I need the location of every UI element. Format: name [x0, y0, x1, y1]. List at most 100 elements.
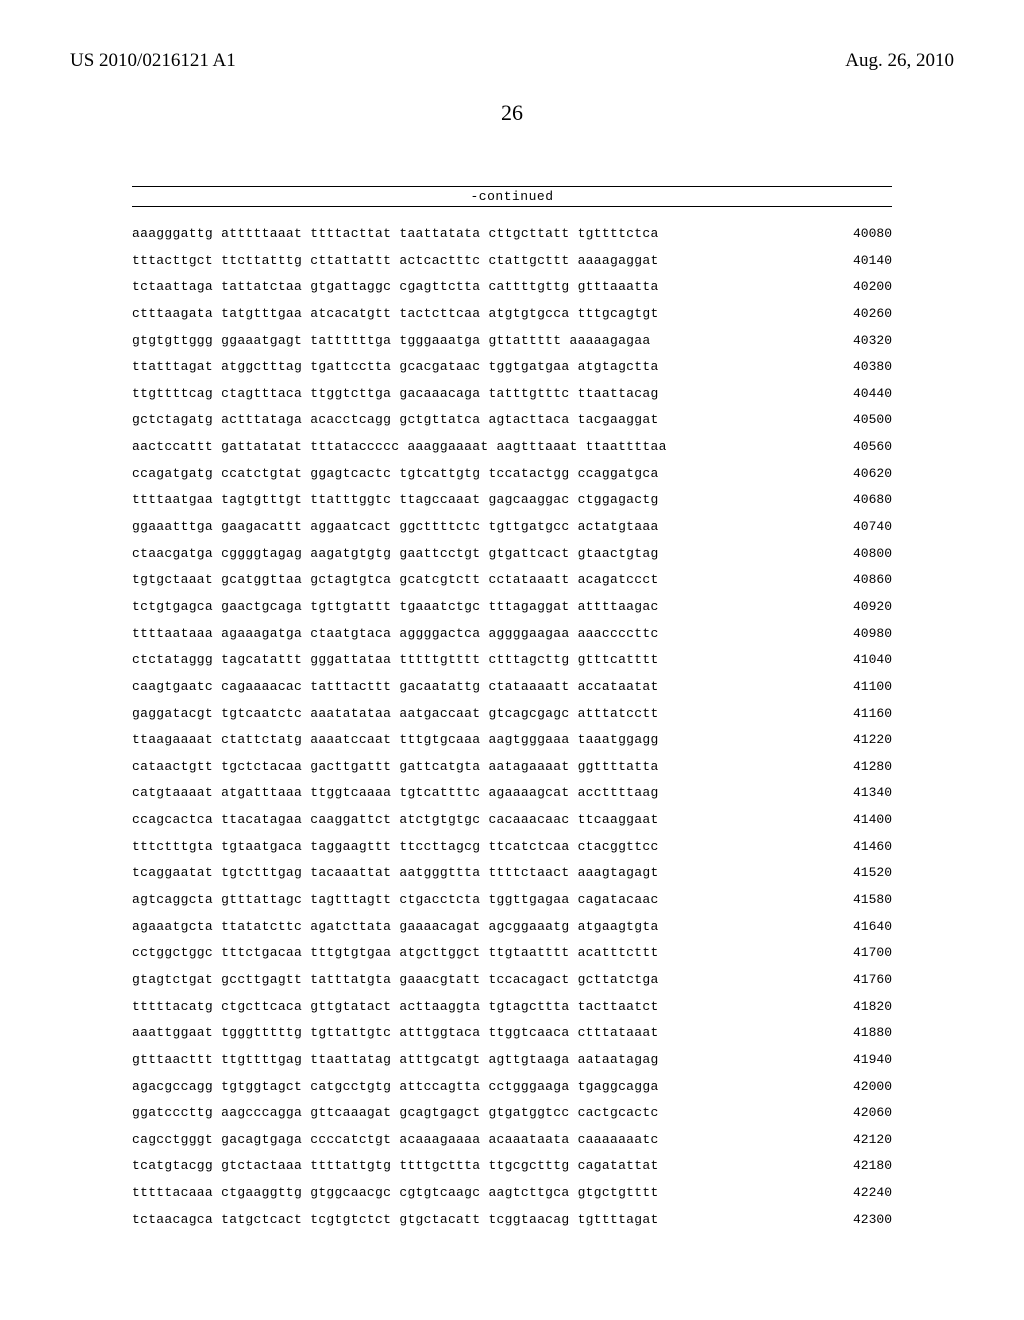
sequence-row: agaaatgcta ttatatcttc agatcttata gaaaaca…	[132, 914, 892, 941]
sequence-position: 40800	[829, 541, 892, 568]
sequence-position: 41340	[829, 780, 892, 807]
sequence-position: 41100	[829, 674, 892, 701]
publication-number: US 2010/0216121 A1	[70, 50, 236, 72]
sequence-position: 40680	[829, 487, 892, 514]
sequence-row: tttttacaaa ctgaaggttg gtggcaacgc cgtgtca…	[132, 1180, 892, 1207]
patent-page: US 2010/0216121 A1 Aug. 26, 2010 26 -con…	[0, 0, 1024, 1320]
sequence-position: 41820	[829, 994, 892, 1021]
sequence-row: gaggatacgt tgtcaatctc aaatatataa aatgacc…	[132, 701, 892, 728]
sequence-text: ccagcactca ttacatagaa caaggattct atctgtg…	[132, 807, 659, 834]
sequence-text: ctttaagata tatgtttgaa atcacatgtt tactctt…	[132, 301, 659, 328]
sequence-position: 40980	[829, 621, 892, 648]
sequence-text: aaagggattg atttttaaat ttttacttat taattat…	[132, 221, 659, 248]
sequence-position: 40380	[829, 354, 892, 381]
sequence-row: tcatgtacgg gtctactaaa ttttattgtg ttttgct…	[132, 1153, 892, 1180]
sequence-row: ttatttagat atggctttag tgattcctta gcacgat…	[132, 354, 892, 381]
publication-date: Aug. 26, 2010	[845, 50, 954, 72]
sequence-text: agtcaggcta gtttattagc tagtttagtt ctgacct…	[132, 887, 659, 914]
sequence-position: 41640	[829, 914, 892, 941]
sequence-position: 42300	[829, 1207, 892, 1234]
sequence-text: ggatcccttg aagcccagga gttcaaagat gcagtga…	[132, 1100, 659, 1127]
rule-bottom	[132, 206, 892, 207]
sequence-row: tttacttgct ttcttatttg cttattattt actcact…	[132, 248, 892, 275]
sequence-row: aaattggaat tgggtttttg tgttattgtc atttggt…	[132, 1020, 892, 1047]
sequence-row: tctgtgagca gaactgcaga tgttgtattt tgaaatc…	[132, 594, 892, 621]
sequence-row: ttttaatgaa tagtgtttgt ttatttggtc ttagcca…	[132, 487, 892, 514]
sequence-row: cctggctggc tttctgacaa tttgtgtgaa atgcttg…	[132, 940, 892, 967]
sequence-row: ggatcccttg aagcccagga gttcaaagat gcagtga…	[132, 1100, 892, 1127]
sequence-text: aaattggaat tgggtttttg tgttattgtc atttggt…	[132, 1020, 659, 1047]
sequence-position: 41220	[829, 727, 892, 754]
sequence-row: caagtgaatc cagaaaacac tatttacttt gacaata…	[132, 674, 892, 701]
sequence-row: ttgttttcag ctagtttaca ttggtcttga gacaaac…	[132, 381, 892, 408]
sequence-position: 41280	[829, 754, 892, 781]
sequence-position: 40740	[829, 514, 892, 541]
sequence-row: ccagatgatg ccatctgtat ggagtcactc tgtcatt…	[132, 461, 892, 488]
sequence-text: gtgtgttggg ggaaatgagt tattttttga tgggaaa…	[132, 328, 650, 355]
sequence-position: 40440	[829, 381, 892, 408]
sequence-text: cctggctggc tttctgacaa tttgtgtgaa atgcttg…	[132, 940, 659, 967]
sequence-position: 42000	[829, 1074, 892, 1101]
sequence-text: cagcctgggt gacagtgaga ccccatctgt acaaaga…	[132, 1127, 659, 1154]
sequence-row: ctttaagata tatgtttgaa atcacatgtt tactctt…	[132, 301, 892, 328]
sequence-row: aaagggattg atttttaaat ttttacttat taattat…	[132, 221, 892, 248]
sequence-position: 41700	[829, 940, 892, 967]
sequence-position: 40200	[829, 274, 892, 301]
sequence-text: tttttacatg ctgcttcaca gttgtatact acttaag…	[132, 994, 659, 1021]
sequence-text: ccagatgatg ccatctgtat ggagtcactc tgtcatt…	[132, 461, 659, 488]
sequence-text: tctaacagca tatgctcact tcgtgtctct gtgctac…	[132, 1207, 659, 1234]
continued-bar: -continued	[132, 186, 892, 207]
sequence-row: agtcaggcta gtttattagc tagtttagtt ctgacct…	[132, 887, 892, 914]
sequence-position: 41160	[829, 701, 892, 728]
sequence-row: agacgccagg tgtggtagct catgcctgtg attccag…	[132, 1074, 892, 1101]
continued-label: -continued	[132, 187, 892, 206]
sequence-text: aactccattt gattatatat tttataccccc aaagga…	[132, 434, 667, 461]
sequence-position: 42120	[829, 1127, 892, 1154]
sequence-position: 41400	[829, 807, 892, 834]
sequence-position: 41880	[829, 1020, 892, 1047]
sequence-position: 40140	[829, 248, 892, 275]
sequence-text: ttgttttcag ctagtttaca ttggtcttga gacaaac…	[132, 381, 659, 408]
sequence-position: 41580	[829, 887, 892, 914]
sequence-position: 40860	[829, 567, 892, 594]
sequence-listing: aaagggattg atttttaaat ttttacttat taattat…	[132, 221, 892, 1233]
sequence-row: cagcctgggt gacagtgaga ccccatctgt acaaaga…	[132, 1127, 892, 1154]
sequence-position: 40260	[829, 301, 892, 328]
sequence-text: tttttacaaa ctgaaggttg gtggcaacgc cgtgtca…	[132, 1180, 659, 1207]
sequence-text: tctgtgagca gaactgcaga tgttgtattt tgaaatc…	[132, 594, 659, 621]
sequence-position: 41940	[829, 1047, 892, 1074]
sequence-position: 40320	[829, 328, 892, 355]
sequence-text: ggaaatttga gaagacattt aggaatcact ggctttt…	[132, 514, 659, 541]
sequence-text: tttctttgta tgtaatgaca taggaagttt ttcctta…	[132, 834, 659, 861]
sequence-row: catgtaaaat atgatttaaa ttggtcaaaa tgtcatt…	[132, 780, 892, 807]
sequence-text: caagtgaatc cagaaaacac tatttacttt gacaata…	[132, 674, 659, 701]
sequence-row: tctaattaga tattatctaa gtgattaggc cgagttc…	[132, 274, 892, 301]
sequence-text: agaaatgcta ttatatcttc agatcttata gaaaaca…	[132, 914, 659, 941]
sequence-row: tttctttgta tgtaatgaca taggaagttt ttcctta…	[132, 834, 892, 861]
sequence-position: 42240	[829, 1180, 892, 1207]
sequence-row: gctctagatg actttataga acacctcagg gctgtta…	[132, 407, 892, 434]
sequence-row: ggaaatttga gaagacattt aggaatcact ggctttt…	[132, 514, 892, 541]
sequence-text: gtagtctgat gccttgagtt tatttatgta gaaacgt…	[132, 967, 659, 994]
sequence-text: tctaattaga tattatctaa gtgattaggc cgagttc…	[132, 274, 659, 301]
sequence-text: ttttaatgaa tagtgtttgt ttatttggtc ttagcca…	[132, 487, 659, 514]
sequence-text: gtttaacttt ttgttttgag ttaattatag atttgca…	[132, 1047, 659, 1074]
sequence-row: ctctataggg tagcatattt gggattataa tttttgt…	[132, 647, 892, 674]
sequence-text: cataactgtt tgctctacaa gacttgattt gattcat…	[132, 754, 659, 781]
sequence-row: tgtgctaaat gcatggttaa gctagtgtca gcatcgt…	[132, 567, 892, 594]
sequence-row: ctaacgatga cggggtagag aagatgtgtg gaattcc…	[132, 541, 892, 568]
sequence-text: ctaacgatga cggggtagag aagatgtgtg gaattcc…	[132, 541, 659, 568]
sequence-text: gctctagatg actttataga acacctcagg gctgtta…	[132, 407, 659, 434]
sequence-text: tcaggaatat tgtctttgag tacaaattat aatgggt…	[132, 860, 659, 887]
sequence-position: 42060	[829, 1100, 892, 1127]
sequence-position: 40620	[829, 461, 892, 488]
sequence-text: ttttaataaa agaaagatga ctaatgtaca aggggac…	[132, 621, 659, 648]
sequence-position: 40500	[829, 407, 892, 434]
sequence-text: ttatttagat atggctttag tgattcctta gcacgat…	[132, 354, 659, 381]
sequence-position: 41760	[829, 967, 892, 994]
page-number: 26	[70, 100, 954, 126]
sequence-position: 40080	[829, 221, 892, 248]
sequence-row: tttttacatg ctgcttcaca gttgtatact acttaag…	[132, 994, 892, 1021]
sequence-text: agacgccagg tgtggtagct catgcctgtg attccag…	[132, 1074, 659, 1101]
sequence-text: catgtaaaat atgatttaaa ttggtcaaaa tgtcatt…	[132, 780, 659, 807]
